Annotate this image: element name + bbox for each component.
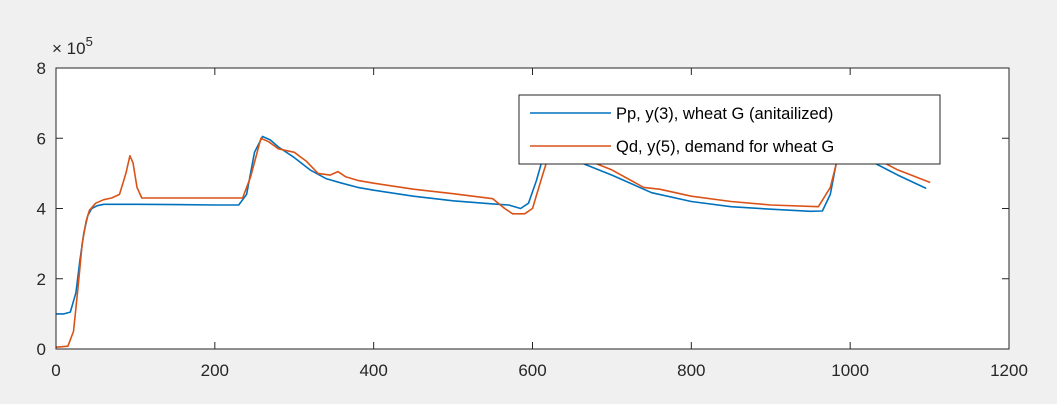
series-line-qd xyxy=(56,137,931,348)
exponent-power: 5 xyxy=(86,34,93,49)
x-tick-label: 1200 xyxy=(990,361,1028,380)
x-tick-label: 1000 xyxy=(831,361,869,380)
y-tick-label: 4 xyxy=(37,200,46,219)
y-tick-label: 0 xyxy=(37,340,46,359)
y-axis: 0 2 4 6 8 xyxy=(37,59,1009,359)
y-tick-label: 2 xyxy=(37,270,46,289)
legend-box xyxy=(518,94,941,165)
y-tick-label: 6 xyxy=(37,129,46,148)
x-axis: 0 200 400 600 800 1000 1200 xyxy=(51,68,1028,380)
series-layer xyxy=(56,135,931,348)
legend: Pp, y(3), wheat G (anitailized) Qd, y(5),… xyxy=(518,94,941,165)
series-line-pp xyxy=(56,135,927,315)
legend-label: Pp, y(3), wheat G (anitailized) xyxy=(616,105,833,123)
x-tick-label: 600 xyxy=(518,361,546,380)
x-tick-label: 800 xyxy=(677,361,705,380)
x-tick-label: 0 xyxy=(51,361,60,380)
x-tick-label: 400 xyxy=(359,361,387,380)
y-exponent-label: × 105 xyxy=(52,34,93,58)
legend-label: Qd, y(5), demand for wheat G xyxy=(616,138,834,156)
y-tick-label: 8 xyxy=(37,59,46,78)
x-tick-label: 200 xyxy=(201,361,229,380)
exponent-base: × 10 xyxy=(52,39,86,58)
